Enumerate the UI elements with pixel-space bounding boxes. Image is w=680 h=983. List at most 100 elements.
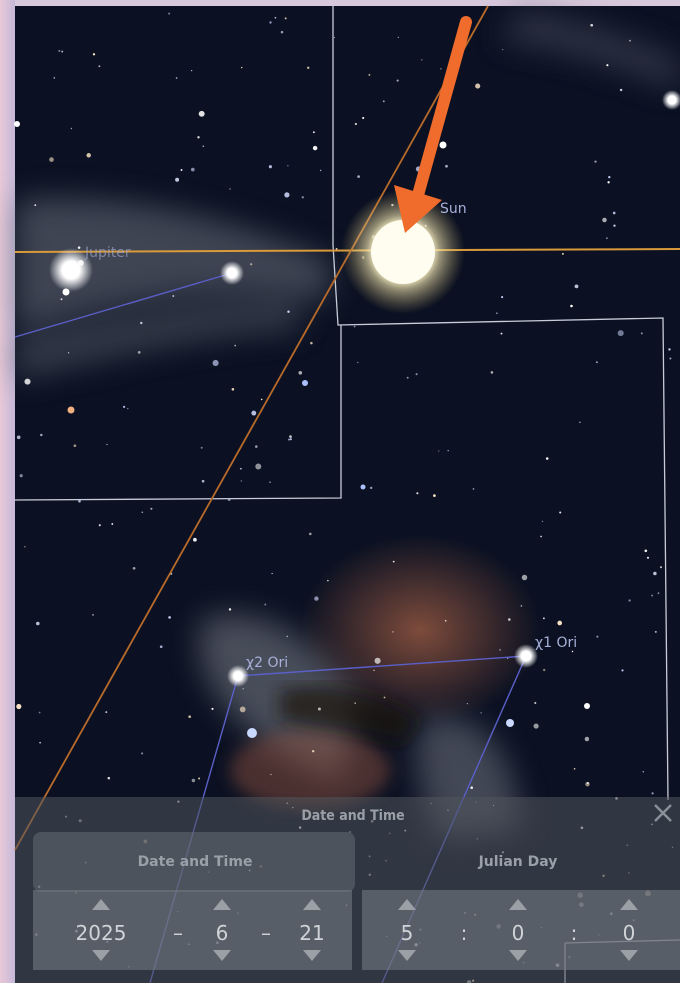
star — [301, 196, 304, 199]
star — [621, 669, 624, 672]
star — [24, 378, 31, 385]
star — [362, 116, 365, 120]
star — [382, 100, 385, 103]
star — [559, 511, 562, 514]
year-field[interactable]: 2025 — [76, 921, 127, 945]
spin-up[interactable] — [509, 899, 527, 910]
star — [92, 53, 96, 56]
star — [280, 30, 284, 34]
month-field[interactable]: 6 — [216, 921, 229, 945]
star — [229, 188, 231, 190]
star — [302, 380, 308, 386]
star — [271, 572, 273, 575]
star — [496, 312, 498, 315]
star — [438, 450, 440, 452]
star — [127, 407, 129, 410]
star — [98, 524, 101, 527]
star — [466, 702, 469, 705]
star — [287, 165, 289, 167]
star — [107, 776, 111, 780]
spin-down[interactable] — [213, 950, 231, 961]
star — [533, 723, 539, 729]
star — [264, 603, 267, 606]
star — [368, 73, 371, 76]
star — [397, 36, 399, 38]
spin-up[interactable] — [92, 899, 110, 910]
star — [242, 688, 244, 690]
day-field[interactable]: 21 — [299, 921, 324, 945]
star — [480, 712, 482, 714]
star — [628, 599, 631, 602]
star — [312, 750, 315, 753]
arrow-annotation — [394, 16, 472, 233]
chi1-ori-star[interactable] — [514, 644, 538, 668]
star — [653, 571, 657, 576]
star — [123, 405, 126, 408]
star — [596, 635, 599, 638]
date-time-dialog: Date and Time Date and Time Julian Day 2… — [15, 797, 680, 983]
star — [286, 635, 289, 638]
star — [168, 616, 171, 619]
star — [77, 246, 81, 249]
star — [396, 79, 399, 82]
star — [247, 728, 257, 738]
star — [53, 77, 56, 79]
star — [651, 594, 654, 597]
chi2-ori-star[interactable] — [227, 665, 249, 687]
star[interactable] — [662, 90, 680, 110]
star — [284, 17, 287, 20]
star — [212, 359, 219, 367]
spin-up[interactable] — [303, 899, 321, 910]
star — [34, 204, 37, 206]
close-button[interactable] — [654, 804, 672, 822]
star — [191, 778, 196, 783]
star — [500, 332, 503, 335]
star — [657, 592, 660, 595]
star — [353, 325, 356, 328]
spin-down[interactable] — [398, 950, 416, 961]
spin-up[interactable] — [213, 899, 231, 910]
spin-up[interactable] — [398, 899, 416, 910]
spin-down[interactable] — [620, 950, 638, 961]
spin-down[interactable] — [303, 950, 321, 961]
desktop-edge-top — [15, 0, 680, 6]
spin-down[interactable] — [509, 950, 527, 961]
star — [490, 371, 494, 374]
star — [14, 121, 20, 127]
star — [584, 703, 590, 709]
hour-field[interactable]: 5 — [401, 921, 414, 945]
star — [234, 344, 237, 347]
star — [594, 160, 597, 163]
star — [231, 387, 235, 391]
minute-field[interactable]: 0 — [512, 921, 525, 945]
star — [360, 484, 366, 490]
star — [49, 157, 54, 162]
tab-label[interactable]: Julian Day — [478, 854, 558, 870]
jupiter[interactable] — [49, 248, 93, 292]
star — [70, 127, 73, 130]
star[interactable] — [220, 261, 244, 285]
star — [406, 376, 409, 379]
star — [508, 618, 511, 621]
star — [314, 596, 319, 601]
star — [521, 574, 528, 581]
star — [289, 438, 292, 441]
spin-up[interactable] — [620, 899, 638, 910]
tab-active[interactable] — [33, 832, 355, 892]
star — [190, 69, 193, 72]
second-field[interactable]: 0 — [623, 921, 636, 945]
star — [470, 786, 474, 789]
star — [590, 23, 594, 27]
star — [268, 165, 272, 169]
star — [373, 669, 375, 672]
sun[interactable] — [371, 220, 435, 284]
equator-line — [14, 5, 489, 851]
star — [141, 752, 144, 755]
spin-down[interactable] — [92, 950, 110, 961]
tab-label[interactable]: Date and Time — [138, 854, 253, 870]
star — [383, 696, 386, 699]
star — [141, 511, 144, 514]
star — [200, 446, 203, 449]
star — [310, 341, 313, 345]
